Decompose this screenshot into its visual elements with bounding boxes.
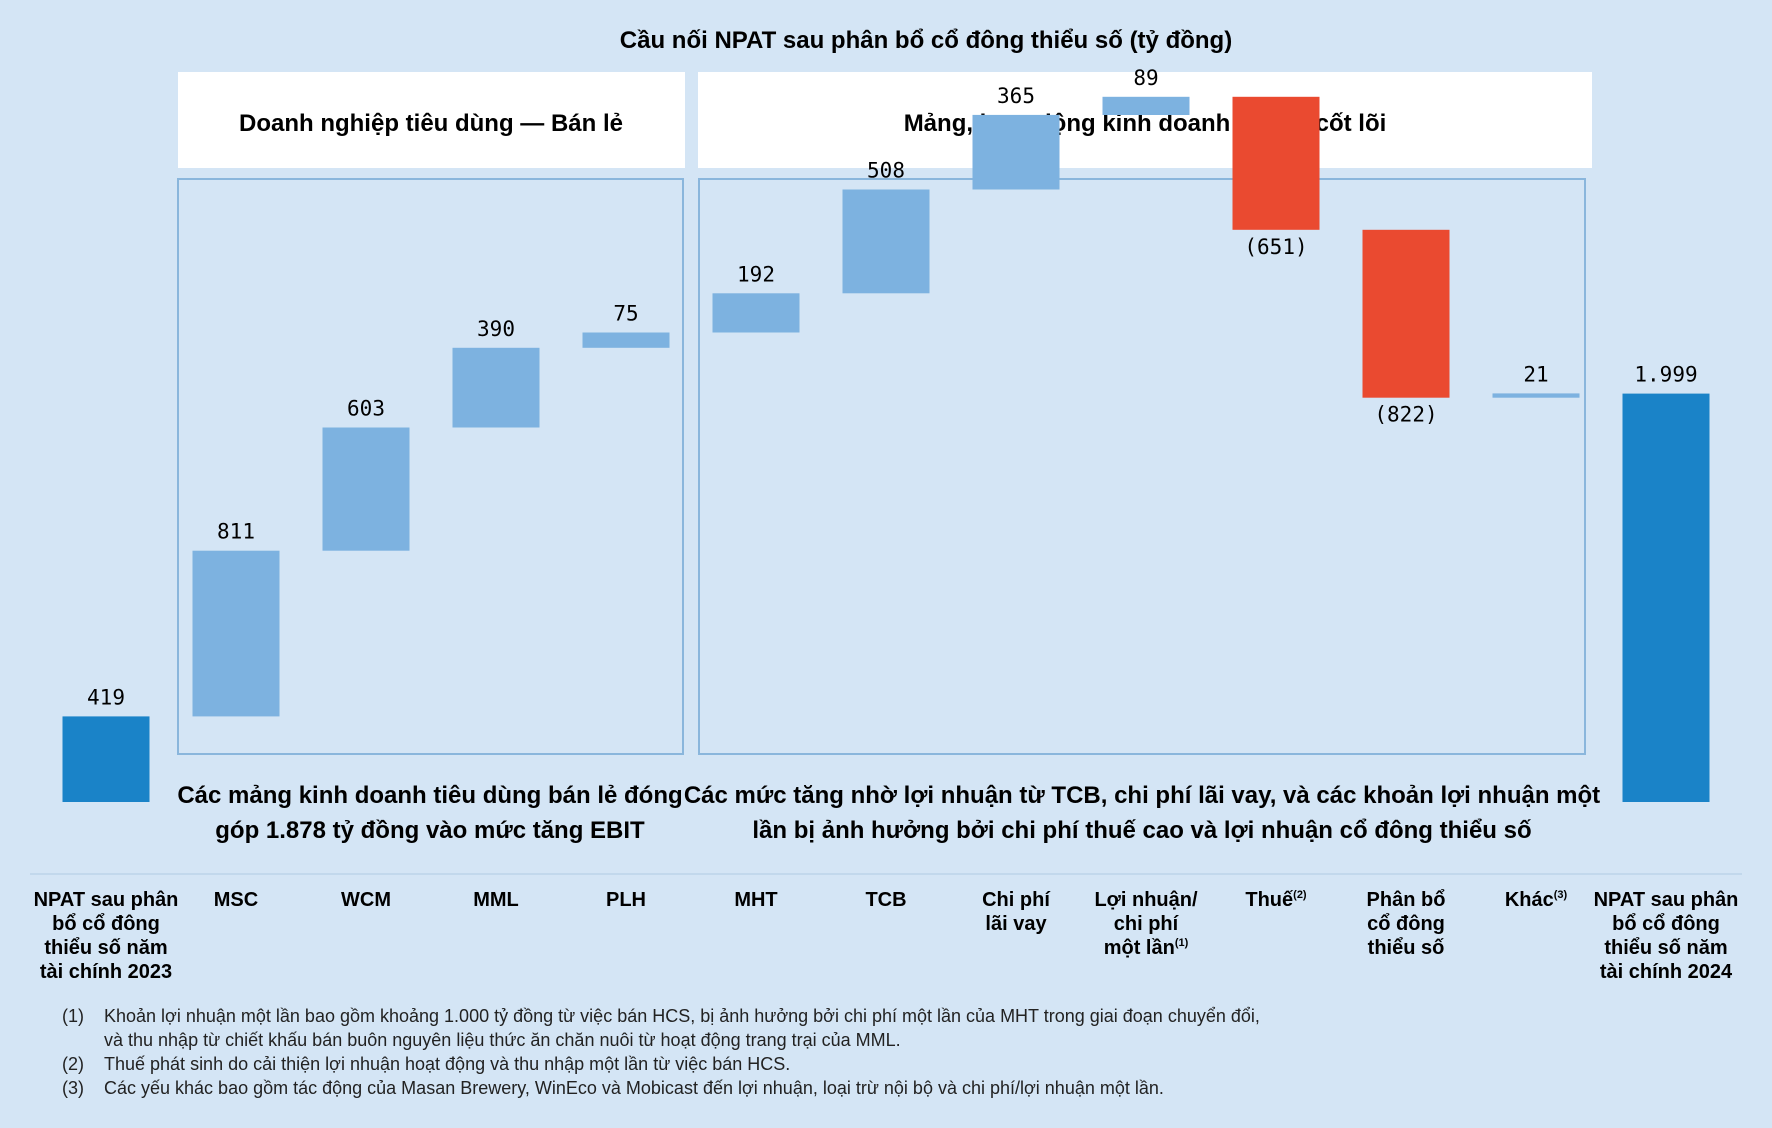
bar-2 — [322, 427, 410, 551]
value-label-12: 1.999 — [1634, 363, 1697, 387]
category-label-12: NPAT sau phân bổ cổ đông thiểu số năm tài c… — [1594, 889, 1739, 983]
category-label-9: Thuế(2) — [1245, 889, 1307, 911]
group-frame-consumer — [177, 178, 684, 755]
value-label-6: 508 — [867, 159, 905, 183]
footnote-number: (3) — [62, 1078, 84, 1098]
category-label-4: PLH — [606, 889, 646, 911]
category-label-8: Lợi nhuận/chi phí một lần(1) — [1094, 889, 1198, 959]
category-label-5: MHT — [734, 889, 777, 911]
group-frame-noncore — [698, 178, 1586, 755]
footnote-1-continued: và thu nhập từ chiết khấu bán buôn nguyê… — [62, 1028, 1622, 1052]
group-caption-noncore-line1: Các mức tăng nhờ lợi nhuận từ TCB, chi p… — [684, 782, 1600, 809]
footnote-number: (1) — [62, 1006, 84, 1026]
group-header-panel-consumer — [178, 72, 685, 168]
bar-4 — [582, 332, 670, 348]
group-header-consumer: Doanh nghiệp tiêu dùng — Bán lẻ — [239, 110, 623, 137]
footnote-3: (3) Các yếu khác bao gồm tác động của Ma… — [62, 1076, 1622, 1100]
group-header-panel-noncore — [698, 72, 1592, 168]
value-label-5: 192 — [737, 262, 775, 286]
bar-7 — [972, 114, 1060, 190]
footnotes: (1) Khoản lợi nhuận một lần bao gồm khoả… — [62, 1004, 1622, 1100]
value-label-7: 365 — [997, 84, 1035, 108]
bar-9 — [1232, 96, 1320, 230]
value-label-1: 811 — [217, 520, 255, 544]
value-label-4: 75 — [613, 302, 638, 326]
category-label-10: Phân bổ cổ đông thiểu số — [1367, 889, 1446, 959]
group-caption-noncore-line2: lần bị ảnh hưởng bởi chi phí thuế cao và… — [752, 817, 1531, 844]
category-label-6: TCB — [865, 889, 906, 911]
footnote-1: (1) Khoản lợi nhuận một lần bao gồm khoả… — [62, 1004, 1622, 1028]
value-label-3: 390 — [477, 317, 515, 341]
bar-3 — [452, 347, 540, 428]
bar-10 — [1362, 229, 1450, 398]
category-label-11: Khác(3) — [1505, 889, 1568, 911]
footnote-2: (2) Thuế phát sinh do cải thiện lợi nhuậ… — [62, 1052, 1622, 1076]
bar-5 — [712, 293, 800, 333]
category-label-0: NPAT sau phân bổ cổ đông thiểu số năm tài c… — [34, 889, 179, 983]
footnote-text: và thu nhập từ chiết khấu bán buôn nguyê… — [104, 1030, 901, 1050]
bar-0 — [62, 716, 150, 802]
bar-8 — [1102, 96, 1190, 115]
category-label-1: MSC — [214, 889, 258, 911]
category-label-7: Chi phí lãi vay — [982, 889, 1051, 935]
value-label-9: (651) — [1244, 235, 1307, 259]
value-label-8: 89 — [1133, 66, 1158, 90]
value-label-0: 419 — [87, 685, 125, 709]
group-caption-consumer-line2: góp 1.878 tỷ đồng vào mức tăng EBIT — [215, 817, 645, 844]
chart-title: Cầu nối NPAT sau phân bổ cổ đông thiểu s… — [620, 27, 1232, 54]
value-label-10: (822) — [1374, 403, 1437, 427]
category-label-3: MML — [473, 889, 519, 911]
bar-12 — [1622, 393, 1710, 802]
bar-6 — [842, 189, 930, 294]
bar-1 — [192, 550, 280, 717]
group-caption-consumer-line1: Các mảng kinh doanh tiêu dùng bán lẻ đón… — [177, 782, 682, 809]
footnote-text: Khoản lợi nhuận một lần bao gồm khoảng 1… — [104, 1006, 1260, 1026]
category-label-2: WCM — [341, 889, 391, 911]
footnote-text: Các yếu khác bao gồm tác động của Masan … — [104, 1078, 1164, 1098]
value-label-11: 21 — [1523, 362, 1548, 386]
bar-11 — [1492, 393, 1580, 398]
footnote-text: Thuế phát sinh do cải thiện lợi nhuận ho… — [104, 1054, 791, 1074]
footnote-number: (2) — [62, 1054, 84, 1074]
value-label-2: 603 — [347, 397, 385, 421]
